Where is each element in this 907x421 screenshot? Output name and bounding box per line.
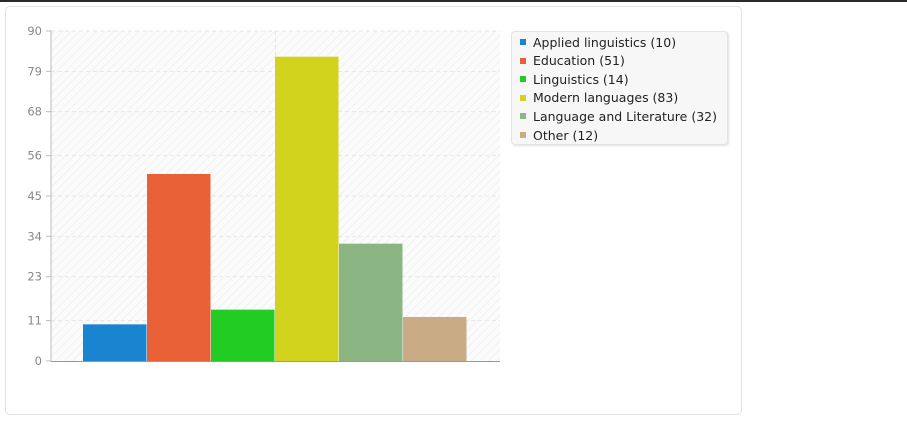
y-tick-label: 34	[27, 229, 42, 243]
legend-label: Modern languages (83)	[533, 90, 679, 106]
legend-item[interactable]: Language and Literature (32)	[520, 107, 717, 125]
legend-swatch	[520, 113, 526, 120]
bars	[83, 56, 467, 362]
legend-item[interactable]: Applied linguistics (10)	[520, 33, 676, 51]
legend-item[interactable]: Other (12)	[520, 126, 598, 144]
legend-swatch	[520, 132, 526, 138]
legend-swatch	[520, 94, 526, 101]
y-tick-label: 45	[27, 189, 42, 203]
legend-label: Language and Literature (32)	[533, 108, 717, 124]
y-tick-label: 56	[27, 149, 42, 163]
legend-item[interactable]: Education (51)	[520, 52, 625, 70]
legend-swatch	[520, 76, 526, 83]
legend-swatch	[520, 57, 526, 64]
y-tick-label: 11	[27, 314, 42, 328]
y-tick-label: 0	[35, 354, 42, 368]
legend-label: Education (51)	[533, 53, 625, 69]
legend-label: Linguistics (14)	[533, 71, 629, 87]
legend-swatch	[520, 39, 526, 45]
bar[interactable]	[275, 56, 339, 362]
bar[interactable]	[403, 317, 467, 361]
legend-item[interactable]: Modern languages (83)	[520, 89, 678, 107]
bar[interactable]	[211, 309, 275, 361]
legend-label: Other (12)	[533, 127, 599, 143]
top-border	[0, 0, 907, 2]
y-tick-label: 90	[27, 24, 42, 38]
legend-label: Applied linguistics (10)	[533, 34, 677, 50]
y-tick-label: 68	[27, 105, 42, 119]
bar[interactable]	[147, 174, 211, 361]
legend: Applied linguistics (10) Education (51) Li…	[511, 31, 728, 145]
y-tick-labels: 0 11 23 34 45 56 68 79 90	[27, 24, 51, 368]
y-tick-label: 79	[27, 64, 42, 78]
bar[interactable]	[339, 243, 403, 361]
y-tick-label: 23	[27, 270, 42, 284]
legend-item[interactable]: Linguistics (14)	[520, 70, 629, 88]
bar[interactable]	[83, 324, 147, 361]
